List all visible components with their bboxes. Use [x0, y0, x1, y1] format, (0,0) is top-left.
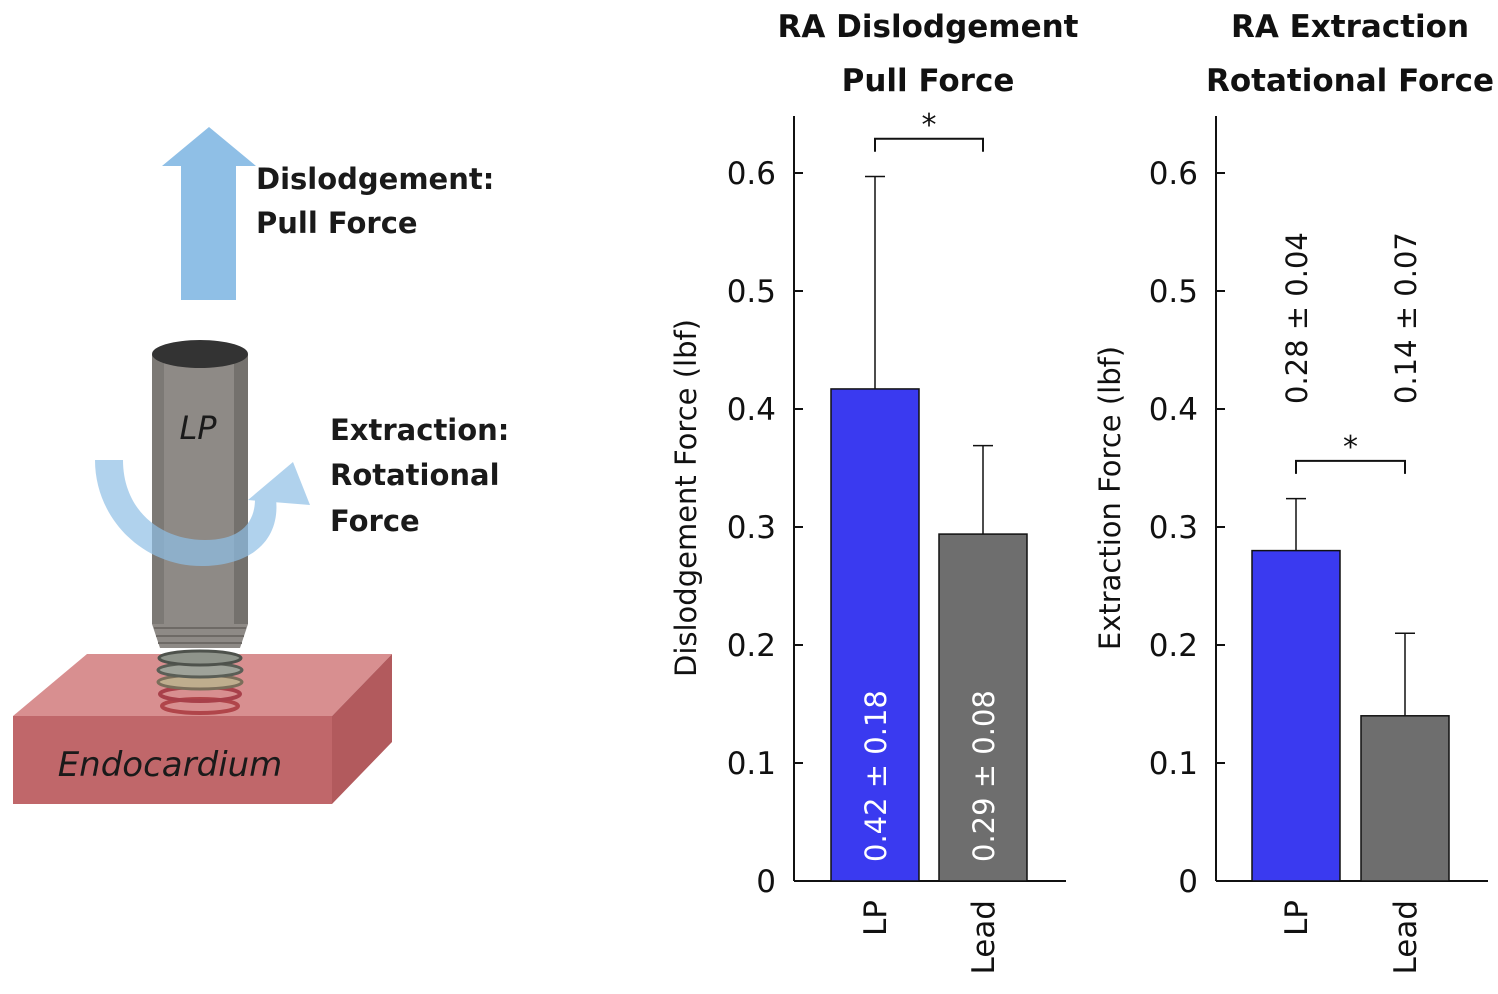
y-tick-label: 0.6 [1149, 156, 1198, 192]
data-label: 0.14 ± 0.07 [1389, 232, 1423, 404]
y-tick-label: 0.4 [1149, 392, 1198, 428]
x-tick-label: Lead [966, 900, 1002, 974]
data-label: 0.29 ± 0.08 [967, 690, 1001, 862]
illustration-panel: Endocardium LP Dislodgement: Pull Force [13, 127, 509, 804]
y-tick-label: 0.2 [727, 628, 776, 664]
bar [938, 533, 1028, 882]
helix-coil [156, 649, 244, 715]
pull-label-line2: Pull Force [256, 206, 418, 240]
rot-label-line2: Rotational [330, 458, 500, 492]
y-axis-label: Dislodgement Force (lbf) [669, 319, 703, 677]
y-tick-label: 0.1 [1149, 746, 1198, 782]
endocardium-block: Endocardium [13, 654, 392, 804]
bar [830, 388, 920, 882]
y-axis-label: Extraction Force (lbf) [1093, 346, 1127, 650]
significance-bracket [1295, 459, 1406, 474]
chart-title-line2: Pull Force [842, 63, 1015, 99]
x-tick-label: Lead [1388, 900, 1424, 974]
device-label: LP [179, 409, 217, 447]
y-tick-label: 0.3 [1149, 510, 1198, 546]
y-tick-label: 0.4 [727, 392, 776, 428]
chart-dislodgement: RA Dislodgement Pull Force Dislodgement … [669, 9, 1079, 974]
rot-label-line3: Force [330, 504, 420, 538]
y-tick-label: 0.1 [727, 746, 776, 782]
y-tick-label: 0.3 [727, 510, 776, 546]
device-shading [234, 354, 248, 624]
rot-label-line1: Extraction: [330, 413, 509, 447]
bar [1360, 715, 1450, 882]
y-tick-label: 0.6 [727, 156, 776, 192]
significance-label: * [922, 108, 937, 143]
lp-device: LP [152, 340, 248, 648]
coil-ring [157, 649, 243, 667]
chart-title-line1: RA Dislodgement [777, 9, 1078, 45]
rotation-arrow-icon [95, 460, 310, 567]
device-body [152, 354, 248, 624]
chart-extraction: RA Extraction Rotational Force Extractio… [1093, 9, 1494, 974]
device-top [152, 340, 248, 368]
x-tick-label: LP [858, 900, 894, 936]
data-label: 0.28 ± 0.04 [1280, 232, 1314, 404]
chart-title-line2: Rotational Force [1206, 63, 1494, 99]
bar [1251, 549, 1341, 882]
pull-arrow-icon [162, 127, 256, 300]
significance-label: * [1343, 430, 1358, 465]
tissue-label: Endocardium [58, 745, 283, 785]
device-shading [152, 354, 164, 624]
significance-bracket [874, 137, 984, 152]
tissue-side-face [332, 654, 392, 804]
data-label: 0.42 ± 0.18 [859, 690, 893, 862]
x-tick-label: LP [1279, 900, 1315, 936]
y-tick-label: 0.2 [1149, 628, 1198, 664]
pull-label-line1: Dislodgement: [256, 162, 494, 196]
y-tick-label: 0 [1178, 864, 1198, 900]
y-tick-label: 0.5 [727, 274, 776, 310]
tissue-front-face [13, 716, 332, 804]
y-tick-label: 0 [756, 864, 776, 900]
y-tick-label: 0.5 [1149, 274, 1198, 310]
chart-title-line1: RA Extraction [1231, 9, 1469, 45]
